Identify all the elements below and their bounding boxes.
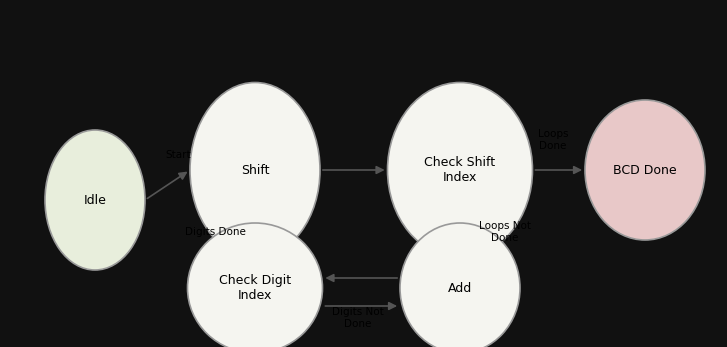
Ellipse shape xyxy=(387,83,532,257)
Ellipse shape xyxy=(400,223,520,347)
Ellipse shape xyxy=(45,130,145,270)
Ellipse shape xyxy=(585,100,705,240)
Text: Check Digit
Index: Check Digit Index xyxy=(219,274,291,302)
Text: Loops
Done: Loops Done xyxy=(538,129,569,151)
Text: Digits Not
Done: Digits Not Done xyxy=(332,307,384,329)
Ellipse shape xyxy=(190,83,320,257)
Text: Shift: Shift xyxy=(241,163,269,177)
Ellipse shape xyxy=(188,223,323,347)
Text: BCD Done: BCD Done xyxy=(613,163,677,177)
Text: Start: Start xyxy=(165,150,190,160)
Text: Check Shift
Index: Check Shift Index xyxy=(425,156,496,184)
Text: Idle: Idle xyxy=(84,194,106,206)
Text: Loops Not
Done: Loops Not Done xyxy=(479,221,531,243)
Text: Add: Add xyxy=(448,281,472,295)
Text: Digits Done: Digits Done xyxy=(185,227,246,237)
